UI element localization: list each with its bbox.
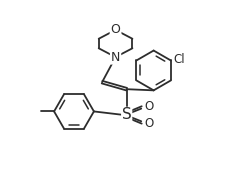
Text: O: O	[145, 117, 154, 130]
Text: S: S	[122, 107, 132, 123]
Text: Cl: Cl	[173, 53, 185, 66]
Text: O: O	[111, 23, 120, 37]
Text: N: N	[111, 51, 120, 64]
Text: O: O	[145, 100, 154, 113]
